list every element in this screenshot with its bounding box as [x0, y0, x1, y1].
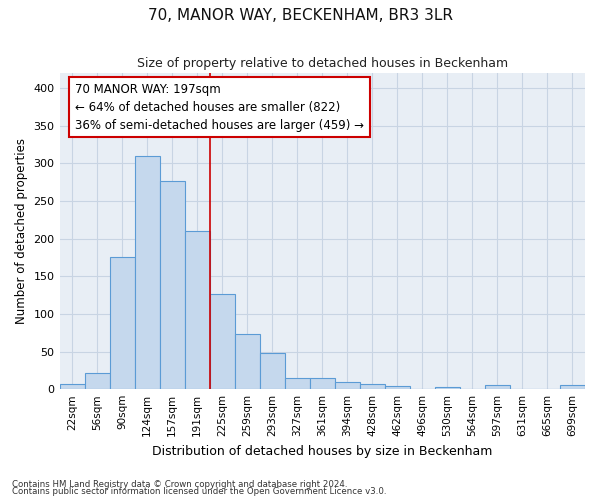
Bar: [310, 378, 335, 389]
Bar: [134, 156, 160, 389]
Bar: [59, 384, 85, 389]
Text: 70, MANOR WAY, BECKENHAM, BR3 3LR: 70, MANOR WAY, BECKENHAM, BR3 3LR: [148, 8, 452, 22]
Bar: [85, 374, 110, 389]
Bar: [110, 258, 134, 389]
Bar: [335, 382, 360, 389]
Bar: [235, 334, 260, 389]
Text: 70 MANOR WAY: 197sqm
← 64% of detached houses are smaller (822)
36% of semi-deta: 70 MANOR WAY: 197sqm ← 64% of detached h…: [76, 82, 364, 132]
Y-axis label: Number of detached properties: Number of detached properties: [15, 138, 28, 324]
Bar: [560, 386, 585, 389]
Bar: [185, 231, 209, 389]
Bar: [435, 387, 460, 389]
Title: Size of property relative to detached houses in Beckenham: Size of property relative to detached ho…: [137, 58, 508, 70]
Bar: [160, 180, 185, 389]
Bar: [485, 386, 510, 389]
Text: Contains HM Land Registry data © Crown copyright and database right 2024.: Contains HM Land Registry data © Crown c…: [12, 480, 347, 489]
Bar: [209, 294, 235, 389]
Bar: [360, 384, 385, 389]
Bar: [260, 353, 285, 389]
Bar: [385, 386, 410, 389]
Text: Contains public sector information licensed under the Open Government Licence v3: Contains public sector information licen…: [12, 487, 386, 496]
X-axis label: Distribution of detached houses by size in Beckenham: Distribution of detached houses by size …: [152, 444, 493, 458]
Bar: [285, 378, 310, 389]
